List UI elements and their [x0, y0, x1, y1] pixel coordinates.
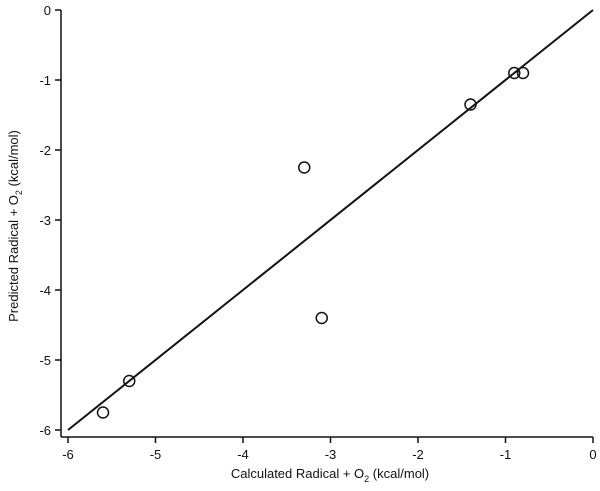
x-tick-label: 0: [589, 447, 596, 462]
data-point-marker: [508, 66, 521, 80]
data-point-marker: [96, 406, 110, 419]
fit-line: [67, 9, 594, 431]
y-axis-ticks: 0 -1 -2 -3 -4 -5 -6: [39, 3, 61, 438]
x-tick-label: -5: [150, 447, 162, 462]
data-point-marker: [516, 66, 530, 80]
data-point-marker: [464, 98, 477, 111]
x-tick-label: -6: [62, 447, 74, 462]
x-axis-ticks: -6 -5 -4 -3 -2 -1 0: [62, 437, 597, 462]
data-point-marker: [123, 374, 136, 388]
x-tick-label: -2: [412, 447, 424, 462]
y-tick-label: -5: [39, 353, 51, 368]
y-axis-label: Predicted Radical + O2 (kcal/mol): [6, 130, 24, 322]
axes: [60, 10, 593, 438]
y-tick-label: 0: [44, 3, 51, 18]
x-tick-label: -4: [237, 447, 249, 462]
data-points: [96, 66, 530, 419]
x-axis-label: Calculated Radical + O2 (kcal/mol): [231, 466, 429, 484]
data-point-marker: [315, 311, 328, 325]
y-tick-label: -4: [39, 283, 51, 298]
y-tick-label: -1: [39, 73, 51, 88]
data-point-marker: [298, 161, 311, 174]
y-tick-label: -6: [39, 423, 51, 438]
y-tick-label: -2: [39, 143, 51, 158]
x-tick-label: -1: [500, 447, 512, 462]
identity-line: [67, 9, 594, 431]
x-tick-label: -3: [325, 447, 337, 462]
y-tick-label: -3: [39, 213, 51, 228]
